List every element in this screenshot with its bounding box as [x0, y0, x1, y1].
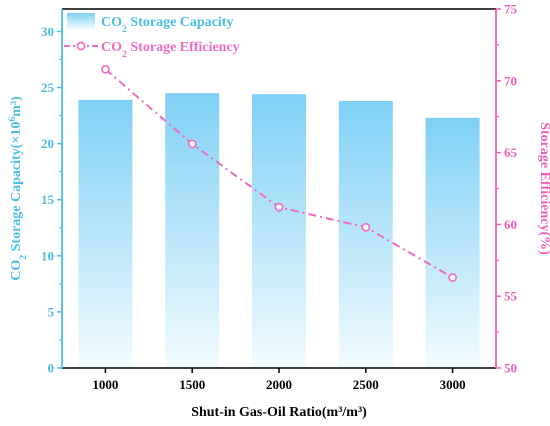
- x-tick-label-3000: 3000: [440, 377, 466, 392]
- bar-capacity-3000: [425, 117, 480, 369]
- legend-line-marker: [76, 41, 86, 51]
- bar-capacity-1500: [165, 93, 220, 368]
- ticks-layer: 0 5 10 15 20 25 30 50 55 60 65 70 75 1000 1500 2000 2500…: [41, 2, 518, 393]
- right-tick-label-65: 65: [504, 145, 518, 160]
- left-tick-label-20: 20: [41, 136, 54, 151]
- legend-line-label: CO2 Storage Efficiency: [101, 40, 240, 60]
- left-tick-label-10: 10: [41, 248, 54, 263]
- right-tick-label-70: 70: [504, 73, 517, 88]
- x-axis-title: Shut-in Gas-Oil Ratio(m³/m³): [191, 405, 367, 420]
- legend-bar-label: CO2 Storage Capacity: [101, 15, 233, 35]
- left-tick-label-30: 30: [41, 24, 54, 39]
- bar-capacity-1000: [78, 99, 133, 368]
- right-tick-label-60: 60: [504, 217, 517, 232]
- efficiency-line-layer: [101, 64, 457, 282]
- x-tick-label-1500: 1500: [179, 377, 205, 392]
- efficiency-point-2500: [361, 222, 371, 232]
- left-axis-title: CO2 Storage Capacity(×106m³): [7, 96, 29, 281]
- left-tick-label-15: 15: [41, 192, 55, 207]
- bar-capacity-2500: [338, 100, 393, 369]
- bars-layer: [78, 93, 480, 369]
- right-tick-label-50: 50: [504, 361, 517, 376]
- legend: CO2 Storage Capacity CO2 Storage Efficien…: [64, 13, 240, 60]
- x-tick-label-2000: 2000: [266, 377, 292, 392]
- x-tick-label-2500: 2500: [353, 377, 379, 392]
- axis-titles: Shut-in Gas-Oil Ratio(m³/m³) CO2 Storage …: [7, 96, 550, 420]
- left-tick-label-0: 0: [48, 361, 55, 376]
- left-tick-label-25: 25: [41, 80, 55, 95]
- x-tick-label-1000: 1000: [92, 377, 118, 392]
- efficiency-point-1500: [187, 139, 197, 149]
- efficiency-point-1000: [101, 64, 110, 74]
- efficiency-point-2000: [274, 202, 284, 212]
- right-tick-label-75: 75: [504, 2, 518, 17]
- bar-capacity-2000: [252, 94, 306, 368]
- left-tick-label-5: 5: [48, 304, 55, 319]
- legend-bar-swatch: [67, 13, 95, 29]
- right-tick-label-55: 55: [504, 289, 518, 304]
- right-axis-title: Storage Efficiency(%): [537, 122, 550, 255]
- efficiency-point-3000: [448, 273, 457, 282]
